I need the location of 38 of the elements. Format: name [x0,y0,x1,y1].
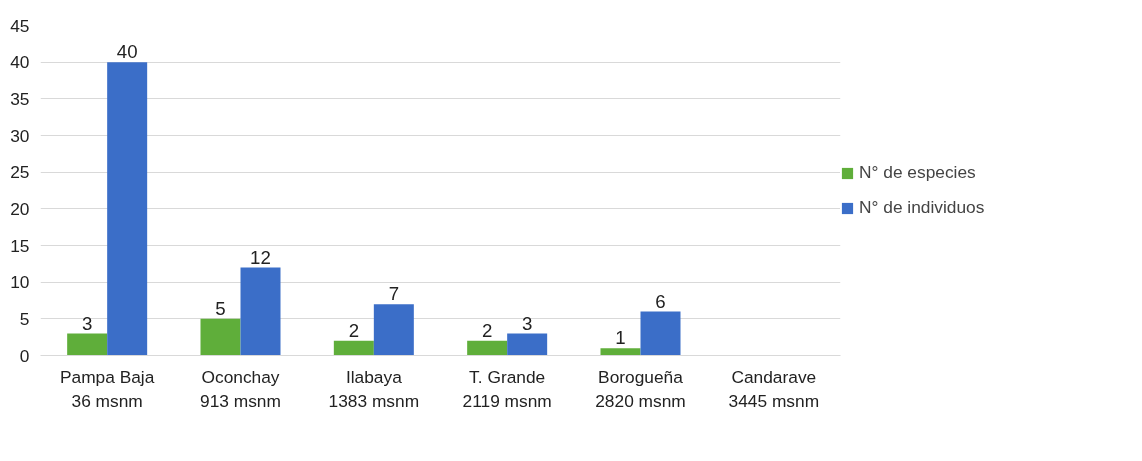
y-tick-label: 10 [10,272,30,293]
x-tick-label: Candarave 3445 msnm [728,366,820,411]
bar [240,267,281,356]
bar [200,318,241,356]
legend-label: N° de especies [859,162,976,183]
x-tick-label: Ilabaya 1383 msnm [328,366,420,411]
y-tick-label: 35 [10,88,30,109]
y-tick-label: 45 [10,15,30,36]
y-tick-label: 5 [19,308,30,329]
x-tick-label: T. Grande 2119 msnm [462,366,552,411]
data-label: 7 [388,283,400,305]
bar [67,333,108,356]
data-label: 40 [116,41,138,63]
y-tick-label: 15 [10,235,30,256]
y-tick-label: 20 [10,198,30,219]
x-tick-label: Oconchay 913 msnm [200,366,281,411]
y-tick-label: 30 [10,125,30,146]
x-tick-label: Borogueña 2820 msnm [595,366,686,411]
bar [507,333,548,356]
y-tick-label: 40 [10,52,30,73]
bar [640,311,681,356]
data-label: 2 [481,319,493,341]
data-label: 3 [521,312,533,334]
legend-label: N° de individuos [859,197,985,218]
data-label: 5 [215,297,226,319]
data-label: 6 [655,290,666,312]
x-tick-label: Pampa Baja 36 msnm [59,366,155,411]
y-tick-label: 25 [10,162,30,183]
data-label: 3 [81,312,93,334]
data-label: 12 [250,246,271,268]
data-label: 2 [348,319,360,341]
bar [467,340,508,356]
bar [333,340,374,356]
y-tick-label: 0 [19,345,30,366]
bar [600,348,641,356]
bar [107,62,148,356]
bar [373,304,414,356]
data-label: 1 [615,327,626,349]
